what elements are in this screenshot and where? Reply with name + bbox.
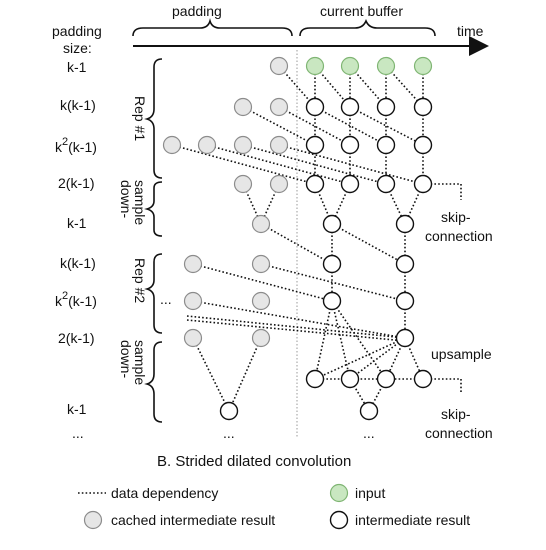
- intermediate-node: [376, 174, 396, 194]
- legend-input-swatch: [329, 483, 349, 503]
- intermediate-node: [395, 328, 415, 348]
- cached-node: [183, 328, 203, 348]
- rep2-brace: [144, 253, 163, 334]
- row-label-1: k-1: [67, 59, 87, 75]
- cached-node: [269, 135, 289, 155]
- row-label-3: k2(k-1): [55, 136, 97, 155]
- intermediate-node: [305, 97, 325, 117]
- padding-header-label: padding: [172, 3, 222, 19]
- intermediate-node: [340, 97, 360, 117]
- legend-intermediate-label: intermediate result: [355, 512, 470, 528]
- intermediate-node: [322, 291, 342, 311]
- rep1-label: Rep #1: [132, 96, 148, 141]
- intermediate-node: [376, 97, 396, 117]
- input-node: [376, 56, 396, 76]
- downsample2-brace: [144, 341, 163, 423]
- cached-node: [233, 174, 253, 194]
- intermediate-node: [395, 291, 415, 311]
- row-label-6: k(k-1): [60, 255, 96, 271]
- legend-cached-label: cached intermediate result: [111, 512, 275, 528]
- input-node: [413, 56, 433, 76]
- intermediate-node: [395, 214, 415, 234]
- figure-caption: B. Strided dilated convolution: [157, 453, 351, 470]
- intermediate-node: [413, 174, 433, 194]
- legend: data dependency input cached intermediat…: [78, 483, 470, 530]
- intermediate-node: [305, 174, 325, 194]
- skip-connection-1-line1: skip-: [441, 209, 471, 225]
- downsample1-label-line2: sample: [132, 180, 148, 225]
- downsample1-label-line1: down-: [118, 180, 134, 218]
- intermediate-node: [413, 369, 433, 389]
- padding-brace: [132, 18, 293, 37]
- intermediate-node: [376, 135, 396, 155]
- upsample-label: upsample: [431, 346, 492, 362]
- intermediate-node: [413, 135, 433, 155]
- cached-node: [251, 291, 271, 311]
- row-label-4: 2(k-1): [58, 175, 95, 191]
- cached-node: [269, 174, 289, 194]
- padding-size-label-line2: size:: [63, 40, 92, 56]
- intermediate-node: [359, 401, 379, 421]
- intermediate-node: [340, 135, 360, 155]
- ellipsis-padding: ...: [223, 425, 235, 441]
- cached-node: [251, 214, 271, 234]
- legend-input-label: input: [355, 485, 385, 501]
- downsample2-label-line1: down-: [118, 340, 134, 378]
- intermediate-node: [395, 254, 415, 274]
- ellipsis-left: ...: [160, 291, 172, 307]
- row-label-7: k2(k-1): [55, 290, 97, 309]
- row-label-5: k-1: [67, 215, 87, 231]
- intermediate-node: [376, 369, 396, 389]
- input-node: [340, 56, 360, 76]
- intermediate-node: [305, 135, 325, 155]
- intermediate-node: [322, 254, 342, 274]
- downsample1-brace: [144, 181, 163, 237]
- cached-node: [269, 97, 289, 117]
- cached-node: [233, 135, 253, 155]
- padding-size-label-line1: padding: [52, 23, 102, 39]
- intermediate-node: [322, 214, 342, 234]
- legend-data-dependency-label: data dependency: [111, 485, 218, 501]
- graph-nodes: [162, 56, 433, 421]
- cached-node: [233, 97, 253, 117]
- row-label-9: k-1: [67, 401, 87, 417]
- ellipsis-buffer: ...: [363, 425, 375, 441]
- rep1-brace: [144, 58, 163, 179]
- rep2-label: Rep #2: [132, 258, 148, 303]
- row-label-2: k(k-1): [60, 97, 96, 113]
- downsample2-label-line2: sample: [132, 340, 148, 385]
- cached-node: [251, 328, 271, 348]
- intermediate-node: [305, 369, 325, 389]
- current-buffer-brace: [299, 18, 436, 37]
- cached-node: [197, 135, 217, 155]
- data-dependency-edges: [171, 65, 462, 412]
- current-buffer-header-label: current buffer: [320, 3, 403, 19]
- input-node: [305, 56, 325, 76]
- skip-connection-2-line2: connection: [425, 425, 493, 441]
- cached-node: [251, 254, 271, 274]
- row-label-8: 2(k-1): [58, 330, 95, 346]
- cached-node: [162, 135, 182, 155]
- intermediate-node: [413, 97, 433, 117]
- intermediate-node: [340, 174, 360, 194]
- intermediate-node: [219, 401, 239, 421]
- row-label-10: ...: [72, 425, 84, 441]
- legend-cached-swatch: [83, 510, 103, 530]
- cached-node: [183, 291, 203, 311]
- skip-connection-1-line2: connection: [425, 228, 493, 244]
- intermediate-node: [340, 369, 360, 389]
- time-label: time: [457, 23, 484, 39]
- cached-node: [269, 56, 289, 76]
- skip-connection-2-line1: skip-: [441, 406, 471, 422]
- cached-node: [183, 254, 203, 274]
- legend-intermediate-swatch: [329, 510, 349, 530]
